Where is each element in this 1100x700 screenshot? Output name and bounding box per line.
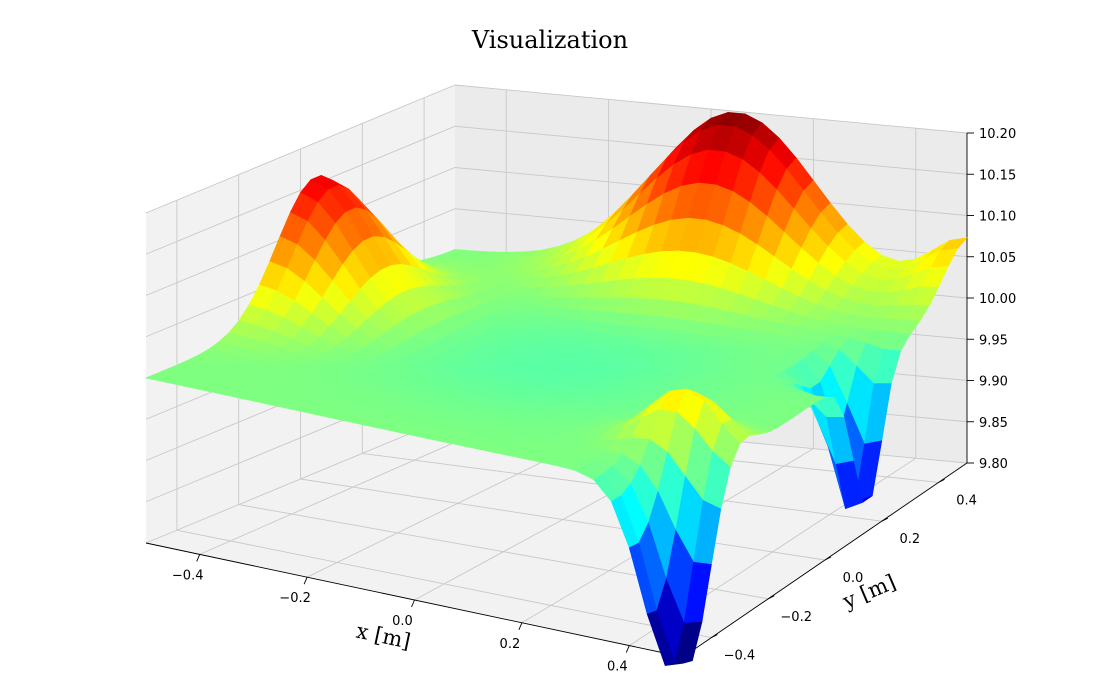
y-axis-ticks: −0.4 −0.2 0.0 0.2 0.4 [711, 478, 977, 664]
gridline-y [176, 529, 712, 639]
x-tick-mark [196, 554, 201, 562]
y-tick-mark [711, 634, 718, 639]
surface [144, 111, 968, 666]
y-tick-label: 0.0 [843, 571, 864, 586]
surface-facet [665, 660, 693, 666]
y-tick-mark [824, 556, 832, 561]
y-tick-mark [881, 517, 889, 522]
z-tick-label: 10.05 [979, 251, 1016, 266]
chart-title: Visualization [471, 26, 628, 54]
z-tick-label: 9.80 [979, 457, 1008, 472]
x-tick-mark [518, 622, 523, 630]
z-axis-ticks: 9.80 9.85 9.90 9.95 10.00 10.05 10.10 10.15 10.2… [967, 127, 1016, 472]
x-tick-mark [303, 577, 308, 585]
gridline-z [145, 84, 456, 214]
z-tick-label: 10.00 [979, 292, 1016, 307]
x-tick-mark [411, 599, 415, 608]
pane-floor [146, 415, 967, 657]
y-tick-label: 0.2 [899, 532, 920, 547]
x-tick-label: 0.4 [607, 660, 628, 675]
x-tick-label: 0.0 [392, 614, 413, 629]
axes-3d: −0.4 −0.2 0.0 0.2 0.4 −0.4 −0.2 0.0 0.2 0.4 9.80… [144, 84, 1016, 675]
x-tick-label: −0.4 [172, 568, 204, 583]
x-axis-ticks: −0.4 −0.2 0.0 0.2 0.4 [172, 554, 630, 675]
gridline-z [145, 414, 456, 544]
x-tick-label: 0.2 [500, 637, 521, 652]
y-tick-mark [938, 478, 945, 483]
x-tick-mark [625, 645, 630, 653]
z-tick-label: 9.85 [979, 416, 1008, 431]
y-tick-label: −0.4 [724, 649, 756, 664]
x-tick-label: −0.2 [279, 591, 311, 606]
gridline-z [454, 84, 968, 134]
gridline-y [300, 478, 826, 561]
z-tick-label: 10.15 [979, 168, 1016, 183]
z-tick-label: 9.90 [979, 375, 1008, 390]
z-tick-label: 10.10 [979, 210, 1016, 225]
y-tick-label: −0.2 [780, 610, 812, 625]
z-tick-label: 9.95 [979, 333, 1008, 348]
z-tick-label: 10.20 [979, 127, 1016, 142]
gridline-z [145, 125, 456, 255]
y-tick-mark [767, 595, 775, 600]
y-tick-label: 0.4 [956, 493, 977, 508]
